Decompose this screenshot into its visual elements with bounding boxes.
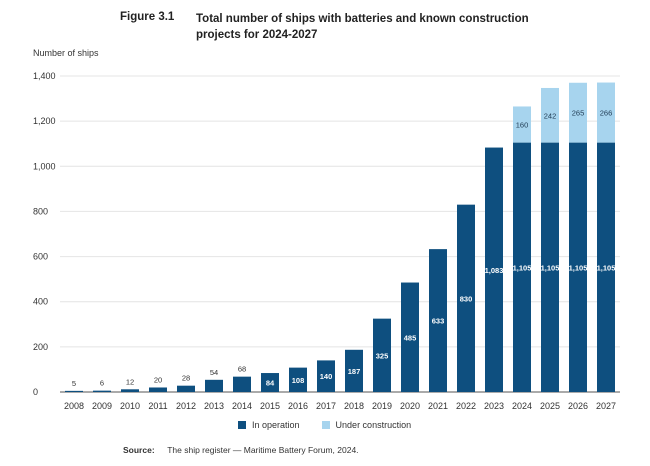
bar-under-construction (513, 106, 531, 143)
bar-in-operation (261, 373, 279, 392)
y-tick-label: 600 (33, 252, 48, 262)
data-label-in-operation: 1,083 (485, 266, 504, 275)
x-tick-label: 2026 (568, 401, 588, 411)
y-tick-label: 1,200 (33, 116, 56, 126)
data-label-in-operation: 1,105 (513, 263, 532, 272)
y-tick-label: 200 (33, 342, 48, 352)
data-label-in-operation: 20 (154, 375, 162, 384)
legend-label-in-operation: In operation (252, 420, 300, 430)
y-tick-label: 800 (33, 206, 48, 216)
x-tick-label: 2023 (484, 401, 504, 411)
data-label-in-operation: 830 (460, 294, 473, 303)
bar-in-operation (177, 385, 195, 392)
x-tick-label: 2015 (260, 401, 280, 411)
y-tick-label: 1,000 (33, 161, 56, 171)
x-tick-label: 2012 (176, 401, 196, 411)
x-tick-label: 2019 (372, 401, 392, 411)
x-tick-label: 2020 (400, 401, 420, 411)
data-label-in-operation: 84 (266, 379, 275, 388)
bar-in-operation (569, 142, 587, 392)
x-tick-label: 2024 (512, 401, 532, 411)
data-label-under-construction: 265 (572, 109, 585, 118)
data-label-in-operation: 68 (238, 365, 246, 374)
bar-under-construction (597, 82, 615, 143)
x-tick-label: 2011 (148, 401, 167, 411)
data-label-under-construction: 242 (544, 111, 557, 120)
y-axis-label: Number of ships (33, 48, 99, 58)
bar-in-operation (401, 282, 419, 392)
legend-label-under-construction: Under construction (335, 420, 412, 430)
bar-in-operation (457, 204, 475, 392)
bar-in-operation (233, 376, 251, 392)
data-label-in-operation: 187 (348, 367, 361, 376)
bar-in-operation (93, 390, 111, 392)
bar-in-operation (485, 147, 503, 392)
data-label-in-operation: 28 (182, 374, 190, 383)
data-label-in-operation: 12 (126, 377, 134, 386)
bar-under-construction (569, 82, 587, 143)
y-tick-label: 400 (33, 297, 48, 307)
data-label-in-operation: 633 (432, 317, 445, 326)
legend-item-under-construction: Under construction (321, 420, 412, 430)
bar-in-operation (429, 249, 447, 392)
x-tick-label: 2027 (596, 401, 616, 411)
data-label-in-operation: 325 (376, 351, 389, 360)
data-label-under-construction: 266 (600, 109, 613, 118)
x-tick-label: 2017 (316, 401, 336, 411)
data-label-in-operation: 5 (72, 379, 76, 388)
data-label-in-operation: 1,105 (597, 263, 616, 272)
legend-swatch-in-operation (238, 421, 246, 429)
x-tick-label: 2025 (540, 401, 560, 411)
data-label-in-operation: 1,105 (541, 263, 560, 272)
data-label-in-operation: 54 (210, 368, 218, 377)
bar-in-operation (345, 349, 363, 392)
bar-in-operation (121, 389, 139, 392)
bar-under-construction (541, 87, 559, 143)
bar-in-operation (373, 318, 391, 392)
legend-swatch-under-construction (321, 421, 330, 429)
data-label-under-construction: 160 (516, 121, 529, 130)
data-label-in-operation: 6 (100, 379, 104, 388)
legend-item-in-operation: In operation (238, 420, 300, 430)
bar-in-operation (317, 360, 335, 392)
y-tick-label: 1,400 (33, 71, 56, 81)
bar-in-operation (597, 142, 615, 392)
x-tick-label: 2014 (232, 401, 252, 411)
chart-title: Total number of ships with batteries and… (196, 13, 529, 41)
source-label: Source: (123, 445, 155, 455)
x-tick-label: 2008 (64, 401, 84, 411)
bar-in-operation (65, 390, 83, 392)
legend: In operation Under construction (238, 420, 433, 430)
x-tick-label: 2016 (288, 401, 308, 411)
source-text: The ship register — Maritime Battery For… (167, 445, 359, 455)
bar-in-operation (513, 142, 531, 392)
data-label-in-operation: 108 (292, 376, 305, 385)
figure-label: Figure 3.1 (120, 11, 175, 23)
x-tick-label: 2010 (120, 401, 140, 411)
x-tick-label: 2022 (456, 401, 476, 411)
bar-in-operation (289, 367, 307, 392)
source-note: Source: The ship register — Maritime Bat… (123, 445, 359, 455)
bar-chart: 0 200 400 600 800 1,000 1,200 1,400 5 2008 6 2009 12… (33, 71, 620, 411)
bar-in-operation (205, 379, 223, 392)
y-tick-label: 0 (33, 387, 38, 397)
x-tick-label: 2021 (428, 401, 448, 411)
x-tick-label: 2009 (92, 401, 112, 411)
data-label-in-operation: 140 (320, 372, 333, 381)
bar-in-operation (149, 387, 167, 392)
x-tick-label: 2018 (344, 401, 364, 411)
x-tick-label: 2013 (204, 401, 224, 411)
bar-in-operation (541, 142, 559, 392)
data-label-in-operation: 485 (404, 333, 417, 342)
data-label-in-operation: 1,105 (569, 263, 588, 272)
